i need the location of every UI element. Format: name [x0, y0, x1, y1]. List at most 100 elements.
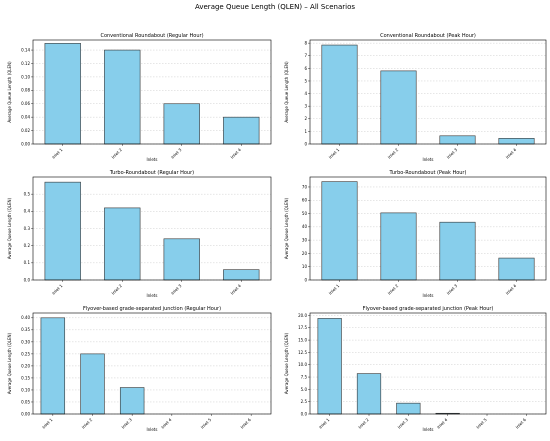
y-tick-label: 0.05	[21, 399, 30, 404]
y-tick-label: 7.5	[301, 374, 308, 379]
x-tick-label: Inlet 2	[387, 147, 400, 160]
x-axis-label: Inlets	[147, 157, 158, 162]
x-tick-label: Inlet 4	[229, 147, 242, 160]
chart-title: Conventional Roundabout (Regular Hour)	[100, 33, 203, 39]
chart-panel-6: Flyover-based grade-separated junction (…	[284, 306, 547, 432]
bar	[163, 238, 200, 281]
x-axis-label: Inlets	[423, 293, 434, 298]
x-tick-label: Inlet 3	[446, 283, 459, 296]
bar	[380, 212, 417, 281]
chart-panel-2: Conventional Roundabout (Peak Hour) 0 1 2 3 4…	[284, 33, 547, 162]
figure-title: Average Queue Length (QLEN) – All Scenar…	[194, 3, 356, 11]
y-tick-label: 5.0	[301, 387, 308, 392]
y-tick-label: 10	[302, 264, 308, 269]
x-axis-label: Inlets	[147, 293, 158, 298]
x-tick-label: Inlet 3	[170, 147, 183, 160]
y-tick-label: 0.10	[21, 387, 30, 392]
y-tick-label: 0.5	[24, 192, 31, 197]
y-tick-label: 0.08	[21, 88, 30, 93]
y-tick-label: 0.06	[21, 101, 30, 106]
x-tick-label: Inlet 6	[515, 417, 528, 430]
y-tick-label: 12.5	[298, 350, 307, 355]
y-tick-label: 2.5	[301, 399, 308, 404]
x-tick-label: Inlet 1	[328, 147, 341, 160]
y-tick-label: 2	[304, 116, 307, 121]
y-tick-label: 0.1	[24, 260, 31, 265]
x-tick-label: Inlet 4	[505, 147, 518, 160]
y-tick-label: 1	[304, 129, 307, 134]
x-tick-label: Inlet 4	[436, 417, 449, 430]
y-axis-label: Average Queue Length (QLEN)	[284, 197, 289, 259]
y-tick-label: 40	[302, 224, 308, 229]
x-tick-label: Inlet 1	[51, 147, 64, 160]
chart-title: Flyover-based grade-separated junction (…	[363, 306, 494, 312]
bar	[439, 135, 476, 145]
x-tick-label: Inlet 1	[328, 283, 341, 296]
bar	[80, 353, 105, 415]
y-tick-label: 15.0	[298, 337, 307, 342]
x-tick-label: Inlet 3	[397, 417, 410, 430]
axes-frame	[32, 39, 272, 145]
y-tick-label: 30	[302, 238, 308, 243]
x-tick-label: Inlet 6	[239, 417, 252, 430]
bar	[439, 221, 476, 281]
y-tick-label: 0.0	[301, 411, 308, 416]
bar	[40, 317, 66, 415]
y-tick-label: 60	[302, 198, 308, 203]
x-tick-label: Inlet 2	[387, 283, 400, 296]
chart-title: Turbo-Roundabout (Peak Hour)	[389, 170, 467, 176]
bar	[321, 44, 358, 145]
y-tick-label: 8	[304, 41, 307, 46]
bar	[104, 207, 141, 281]
y-tick-label: 4	[304, 91, 307, 96]
x-axis-label: Inlets	[423, 427, 434, 432]
bar	[380, 70, 417, 145]
y-axis-label: Average Queue Length (QLEN)	[7, 332, 12, 394]
y-tick-label: 7	[304, 53, 307, 58]
bar	[317, 318, 342, 415]
axes-frame	[309, 39, 547, 145]
y-tick-label: 0.2	[24, 243, 31, 248]
y-tick-label: 0.40	[21, 315, 30, 320]
y-tick-label: 5	[304, 78, 307, 83]
bar	[163, 103, 200, 145]
y-tick-label: 0.15	[21, 375, 30, 380]
x-tick-label: Inlet 4	[160, 417, 173, 430]
y-tick-label: 0.14	[21, 47, 30, 52]
x-tick-label: Inlet 1	[318, 417, 331, 430]
y-tick-label: 20.0	[298, 313, 307, 318]
bar	[104, 49, 141, 145]
y-tick-label: 0.35	[21, 327, 30, 332]
y-tick-label: 0.0	[24, 277, 31, 282]
chart-panel-1: Conventional Roundabout (Regular Hour) 0.…	[7, 33, 272, 162]
y-tick-label: 0.4	[24, 209, 31, 214]
x-tick-label: Inlet 3	[446, 147, 459, 160]
y-tick-label: 70	[302, 184, 308, 189]
y-axis-label: Average Queue Length (QLEN)	[284, 61, 289, 123]
chart-panel-3: Turbo-Roundabout (Regular Hour) 0.0 0.1 0.2…	[7, 170, 272, 298]
y-tick-label: 0	[304, 141, 307, 146]
y-axis-label: Average Queue Length (QLEN)	[7, 197, 12, 259]
x-axis-label: Inlets	[423, 157, 434, 162]
axes-frame	[309, 312, 547, 415]
axes-frame	[309, 176, 547, 281]
bar	[321, 181, 358, 281]
y-tick-label: 0.25	[21, 351, 30, 356]
bar	[396, 402, 421, 415]
chart-title: Conventional Roundabout (Peak Hour)	[380, 33, 476, 39]
x-tick-label: Inlet 3	[170, 283, 183, 296]
y-tick-label: 0	[304, 277, 307, 282]
y-tick-label: 0.3	[24, 226, 31, 231]
bar	[44, 181, 81, 281]
x-tick-label: Inlet 5	[475, 417, 488, 430]
y-tick-label: 0.10	[21, 74, 30, 79]
bar	[498, 138, 535, 145]
y-tick-label: 0.12	[21, 61, 30, 66]
bar	[223, 269, 260, 281]
x-tick-label: Inlet 5	[200, 417, 213, 430]
y-tick-label: 10.0	[298, 362, 307, 367]
y-tick-label: 6	[304, 66, 307, 71]
y-tick-label: 3	[304, 104, 307, 109]
bar	[44, 43, 81, 145]
